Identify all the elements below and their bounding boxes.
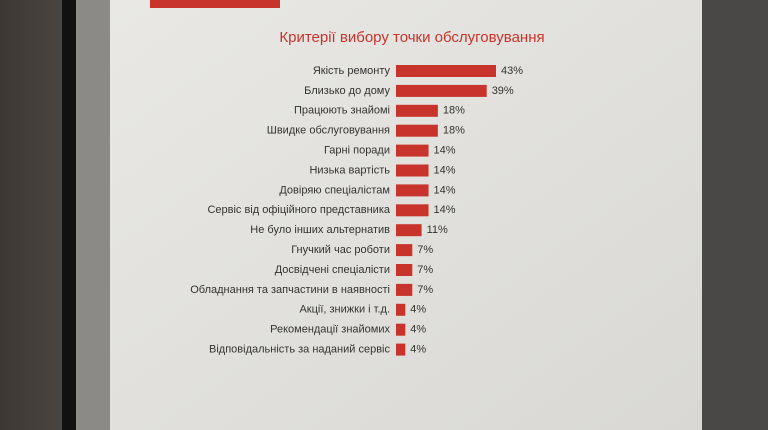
bar [396, 184, 429, 197]
value-label: 4% [410, 344, 426, 356]
category-label: Акції, знижки і т.д. [299, 304, 390, 316]
value-label: 14% [434, 184, 456, 196]
value-label: 4% [410, 304, 426, 316]
bar [396, 323, 406, 336]
bar [396, 343, 406, 356]
bar [396, 144, 429, 157]
bar [396, 244, 413, 257]
value-label: 39% [492, 85, 514, 97]
category-label: Низька вартість [309, 164, 390, 176]
value-label: 4% [410, 324, 426, 336]
frame [62, 0, 76, 430]
wall [0, 0, 62, 430]
category-label: Довіряю спеціалістам [279, 184, 390, 196]
category-label: Гарні поради [324, 145, 390, 157]
right-wall [700, 0, 768, 430]
bar [396, 124, 438, 137]
value-label: 18% [443, 125, 465, 137]
bar [396, 283, 413, 296]
value-label: 7% [417, 284, 433, 296]
bar [396, 264, 413, 276]
category-label: Рекомендації знайомих [270, 324, 390, 336]
category-label: Близько до дому [304, 85, 390, 97]
bar [396, 164, 429, 177]
header-strip [150, 0, 280, 8]
value-label: 7% [417, 264, 433, 276]
category-label: Досвідчені спеціалісти [275, 264, 390, 276]
category-label: Сервіс від офіційного представника [207, 204, 390, 216]
category-label: Відповідальність за наданий сервіс [209, 344, 390, 356]
value-label: 14% [434, 204, 456, 216]
category-label: Гнучкий час роботи [291, 244, 390, 256]
screen-edge [76, 0, 112, 430]
bar [396, 104, 438, 117]
category-label: Обладнання та запчастини в наявності [190, 284, 390, 296]
value-label: 11% [427, 224, 448, 236]
bar [396, 65, 496, 77]
value-label: 14% [434, 145, 456, 157]
bar [396, 224, 422, 237]
value-label: 14% [434, 164, 456, 176]
value-label: 18% [443, 105, 465, 117]
value-label: 7% [417, 244, 433, 256]
bar [396, 303, 406, 316]
chart-title: Критерії вибору точки обслуговування [279, 29, 544, 46]
category-label: Працюють знайомі [294, 105, 390, 117]
category-label: Швидке обслуговування [267, 125, 390, 137]
value-label: 43% [501, 65, 523, 77]
bar [396, 84, 487, 97]
bar [396, 204, 429, 217]
category-label: Не було інших альтернатив [250, 224, 390, 236]
category-label: Якість ремонту [313, 65, 391, 77]
